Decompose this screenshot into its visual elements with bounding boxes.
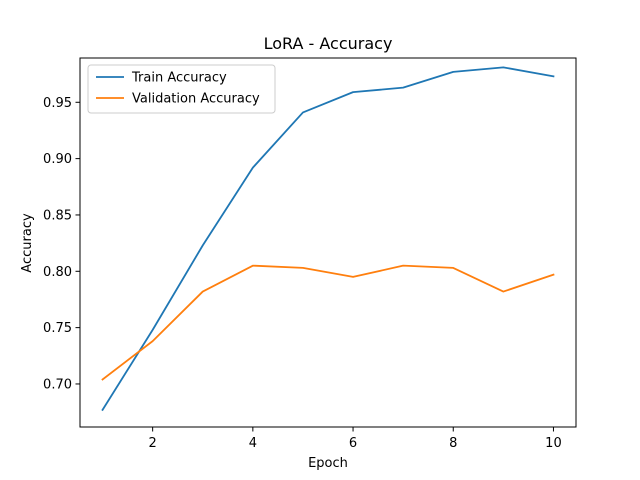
legend-label-1: Validation Accuracy [132,92,260,107]
y-tick-label: 0.85 [43,208,72,223]
plot-frame [79,57,577,428]
chart-title: LoRA - Accuracy [264,34,393,53]
x-tick-label: 10 [545,436,562,451]
legend-box [87,64,276,114]
legend: Train Accuracy Validation Accuracy [87,64,276,114]
x-tick-label: 4 [249,436,257,451]
y-tick-label: 0.75 [43,321,72,336]
y-axis-label: Accuracy [20,213,35,273]
y-tick-label: 0.70 [43,377,72,392]
x-tick-label: 2 [149,436,157,451]
x-tick-label: 8 [449,436,457,451]
series-line-0 [101,66,555,412]
series-line-1 [101,264,555,381]
x-tick-label: 6 [349,436,357,451]
y-tick-label: 0.90 [43,152,72,167]
plot-area: 2 4 6 8 10 0.70 0.75 0.80 0.85 0.90 0.95 [43,57,577,451]
x-axis-label: Epoch [308,456,348,471]
y-tick-label: 0.80 [43,265,72,280]
legend-label-0: Train Accuracy [131,71,227,86]
y-tick-label: 0.95 [43,96,72,111]
